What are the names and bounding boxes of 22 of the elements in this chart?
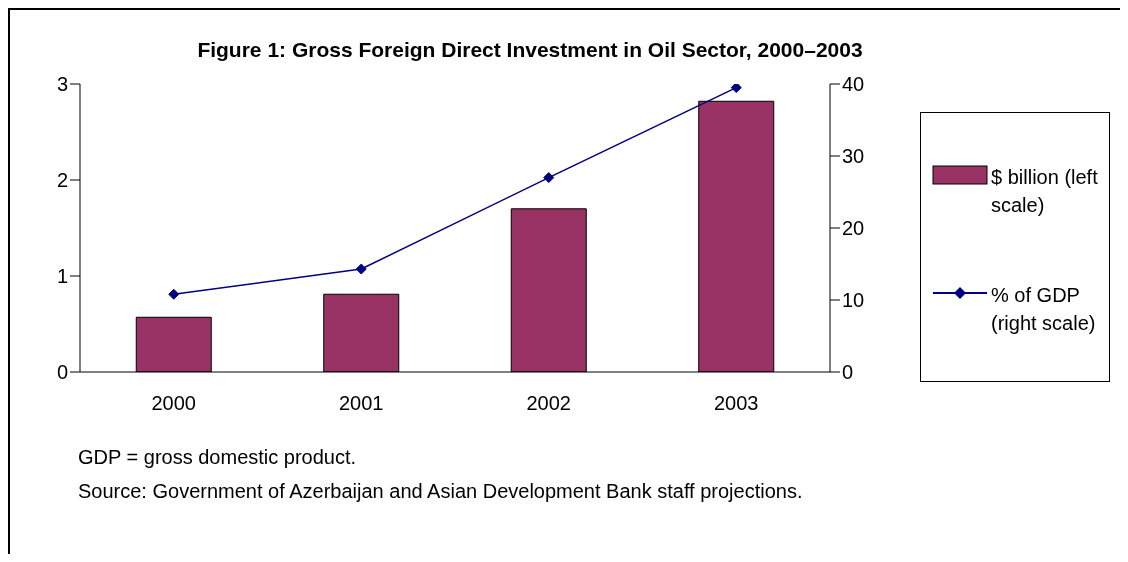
y2-tick-label: 40 [842, 73, 865, 96]
legend-label: % of GDP (right scale) [991, 283, 1097, 336]
point [543, 172, 555, 184]
y-tick-label: 2 [56, 169, 68, 192]
x-tick-label: 2000 [151, 392, 196, 415]
y2-tick-label: 30 [842, 145, 865, 168]
point [355, 263, 367, 275]
point [168, 288, 180, 300]
chart-title: Figure 1: Gross Foreign Direct Investment in Oil Sector, 2000–2003 [196, 37, 864, 62]
y-tick-label: 0 [56, 361, 68, 384]
x-tick-label: 2003 [714, 392, 759, 415]
y2-tick-label: 10 [842, 289, 865, 312]
text: GDP = gross domestic product. [78, 445, 358, 470]
y2-tick-label: 0 [842, 361, 854, 384]
point [730, 84, 742, 94]
y-tick-label: 3 [56, 73, 68, 96]
x-tick-label: 2002 [526, 392, 571, 415]
y2-tick-label: 20 [842, 217, 865, 240]
legend-label: $ billion (left scale) [991, 165, 1099, 218]
source-note: Source: Government of Azerbaijan and Asian Development Bank staff projections. [78, 479, 804, 504]
x-tick-label: 2001 [339, 392, 384, 415]
y-tick-label: 1 [56, 265, 68, 288]
